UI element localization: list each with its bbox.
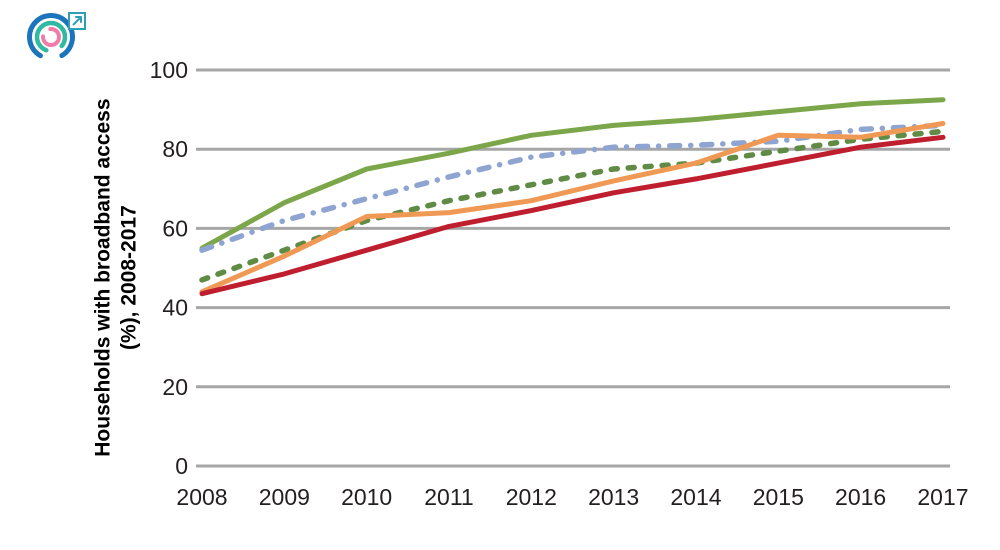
x-tick-label-2015: 2015 bbox=[753, 484, 804, 510]
x-tick-label-2012: 2012 bbox=[506, 484, 557, 510]
logo-inner-arc bbox=[41, 27, 61, 47]
logo-middle-arc bbox=[34, 20, 68, 54]
x-tick-label-2013: 2013 bbox=[588, 484, 639, 510]
y-tick-label-20: 20 bbox=[162, 374, 188, 400]
series-line-green-solid bbox=[199, 97, 946, 251]
x-tick-label-2009: 2009 bbox=[259, 484, 310, 510]
y-tick-label-0: 0 bbox=[175, 453, 188, 479]
x-tick-label-2017: 2017 bbox=[917, 484, 968, 510]
series-line-orange-solid bbox=[199, 121, 946, 295]
x-tick-label-2014: 2014 bbox=[670, 484, 721, 510]
circular-arcs-logo-icon bbox=[27, 12, 86, 61]
y-tick-label-40: 40 bbox=[162, 295, 188, 321]
x-tick-label-2011: 2011 bbox=[424, 484, 473, 510]
x-tick-label-2010: 2010 bbox=[341, 484, 392, 510]
x-tick-label-2016: 2016 bbox=[835, 484, 886, 510]
y-tick-label-60: 60 bbox=[162, 215, 188, 241]
external-link-icon[interactable] bbox=[68, 12, 86, 30]
series-line-red-solid bbox=[199, 134, 946, 297]
y-tick-label-80: 80 bbox=[162, 136, 188, 162]
series-line-green-dashed bbox=[199, 128, 946, 283]
site-logo[interactable] bbox=[20, 8, 90, 64]
y-tick-label-100: 100 bbox=[150, 57, 188, 83]
x-tick-label-2008: 2008 bbox=[176, 484, 227, 510]
logo-outer-arc bbox=[27, 13, 75, 61]
